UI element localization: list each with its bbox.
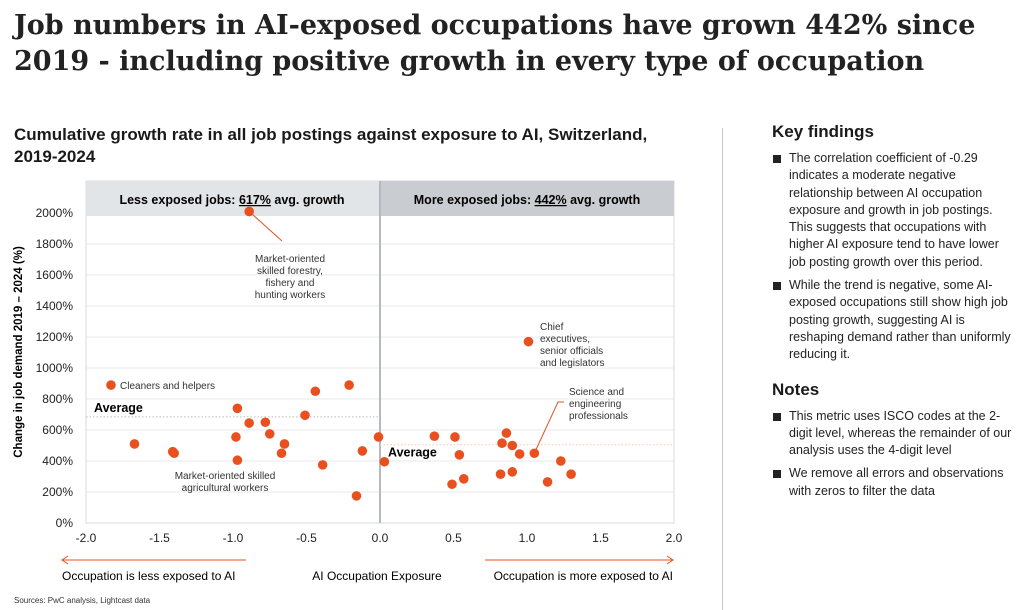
data-point — [357, 446, 368, 456]
data-point — [244, 418, 254, 428]
data-point — [447, 479, 457, 490]
sources-note: Sources: PwC analysis, Lightcast data — [14, 596, 151, 605]
x-right-note: Occupation is more exposed to AI — [494, 569, 673, 583]
data-point — [450, 432, 460, 442]
data-point — [556, 456, 566, 466]
data-point — [300, 410, 310, 421]
x-tick-label: -1.5 — [149, 531, 170, 545]
annotation-label: Chief executives, senior officials and legi… — [540, 322, 604, 369]
average-label-less: Average — [94, 401, 143, 415]
y-tick-label: 800% — [42, 392, 73, 406]
data-point — [523, 336, 534, 347]
data-point — [501, 428, 512, 438]
key-finding-item: The correlation coefficient of -0.29 ind… — [772, 150, 1017, 271]
x-tick-label: 0.0 — [372, 531, 389, 545]
data-point — [529, 448, 540, 459]
data-point — [279, 439, 290, 449]
annotation-leader — [248, 211, 283, 242]
data-point — [373, 432, 384, 442]
data-point — [351, 491, 362, 501]
x-tick-label: -2.0 — [76, 531, 97, 545]
data-point — [260, 417, 271, 428]
less-exposed-header — [86, 181, 380, 216]
annotation-leader — [533, 401, 564, 454]
note-item: This metric uses ISCO codes at the 2-dig… — [772, 408, 1017, 460]
y-tick-label: 1400% — [36, 299, 74, 313]
data-point — [514, 449, 525, 459]
data-point — [507, 440, 518, 451]
data-point — [495, 469, 506, 479]
more-exposed-header — [380, 181, 674, 216]
panel-divider — [722, 128, 723, 610]
note-item: We remove all errors and observations wi… — [772, 465, 1017, 500]
x-axis-label: AI Occupation Exposure — [312, 569, 442, 583]
data-point — [232, 455, 243, 466]
notes-heading: Notes — [772, 379, 820, 399]
data-point — [379, 456, 390, 467]
x-tick-label: -1.0 — [223, 531, 244, 545]
annotation-label: Market-oriented skilled agricultural work… — [175, 471, 276, 494]
x-tick-label: 2.0 — [666, 531, 683, 545]
data-point — [264, 429, 275, 439]
y-axis-label: Change in job demand 2019 – 2024 (%) — [13, 246, 25, 458]
key-finding-item: While the trend is negative, some AI-exp… — [772, 277, 1017, 363]
less-exposed-label: Less exposed jobs: 617% avg. growth — [119, 193, 344, 207]
y-tick-label: 1800% — [36, 237, 74, 251]
y-tick-label: 0% — [56, 516, 74, 530]
average-label-more: Average — [388, 446, 437, 460]
x-left-note: Occupation is less exposed to AI — [62, 569, 235, 583]
y-tick-label: 400% — [42, 454, 73, 468]
data-point — [542, 477, 553, 487]
x-tick-label: 1.0 — [519, 531, 536, 545]
y-tick-label: 200% — [42, 485, 73, 499]
data-point — [454, 450, 465, 460]
y-tick-label: 1000% — [36, 361, 74, 375]
data-point — [566, 469, 576, 479]
page-title: Job numbers in AI-exposed occupations ha… — [14, 10, 976, 77]
data-point — [106, 380, 116, 390]
data-point — [129, 439, 140, 449]
right-arrowhead-icon — [666, 555, 674, 565]
y-tick-label: 1200% — [36, 330, 74, 344]
x-tick-label: 0.5 — [445, 531, 462, 545]
data-point — [317, 460, 328, 470]
data-point — [344, 380, 354, 390]
notes-list: This metric uses ISCO codes at the 2-dig… — [772, 408, 1017, 500]
data-point — [458, 474, 469, 484]
more-exposed-label: More exposed jobs: 442% avg. growth — [414, 193, 640, 207]
data-point — [232, 403, 243, 414]
data-point — [276, 448, 287, 459]
data-point — [244, 206, 254, 217]
annotation-label: Science and engineering professionals — [569, 387, 628, 422]
data-point — [507, 467, 518, 477]
chart-title: Cumulative growth rate in all job postin… — [14, 125, 648, 166]
y-tick-label: 1600% — [36, 268, 74, 282]
key-findings-heading: Key findings — [772, 122, 875, 141]
data-point — [429, 431, 440, 442]
left-arrowhead-icon — [61, 555, 69, 565]
key-findings-list: The correlation coefficient of -0.29 ind… — [772, 150, 1017, 364]
data-point — [310, 386, 321, 397]
side-panel: Key findings The correlation coefficient… — [772, 122, 1017, 516]
data-point — [169, 448, 179, 459]
annotation-label: Cleaners and helpers — [120, 381, 215, 392]
data-point — [497, 438, 507, 448]
x-tick-label: -0.5 — [296, 531, 317, 545]
x-tick-label: 1.5 — [592, 531, 609, 545]
data-point — [231, 432, 241, 442]
y-tick-label: 600% — [42, 423, 73, 437]
y-tick-label: 2000% — [36, 206, 74, 220]
annotation-label: Market-oriented skilled forestry, fishery … — [255, 254, 326, 301]
